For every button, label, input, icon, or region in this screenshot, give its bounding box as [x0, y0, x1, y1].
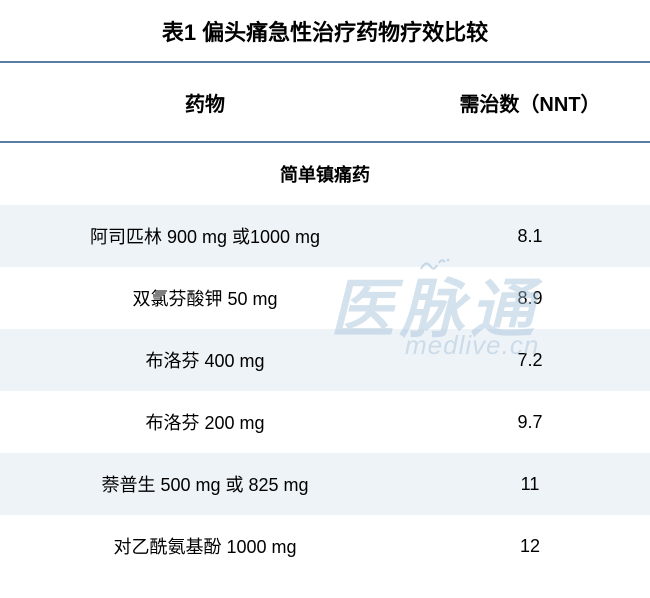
- column-header-drug: 药物: [0, 88, 410, 117]
- table-row: 布洛芬 400 mg 7.2: [0, 329, 650, 391]
- table-header-row: 药物 需治数（NNT）: [0, 63, 650, 141]
- table-title: 表1 偏头痛急性治疗药物疗效比较: [0, 0, 650, 61]
- cell-nnt: 8.9: [410, 288, 650, 309]
- table-row: 布洛芬 200 mg 9.7: [0, 391, 650, 453]
- nnt-table: 表1 偏头痛急性治疗药物疗效比较 药物 需治数（NNT） 简单镇痛药 阿司匹林 …: [0, 0, 650, 577]
- cell-nnt: 8.1: [410, 226, 650, 247]
- cell-nnt: 7.2: [410, 350, 650, 371]
- table-row: 阿司匹林 900 mg 或1000 mg 8.1: [0, 205, 650, 267]
- section-heading: 简单镇痛药: [0, 143, 650, 205]
- table-row: 双氯芬酸钾 50 mg 8.9: [0, 267, 650, 329]
- cell-drug: 布洛芬 200 mg: [0, 409, 410, 435]
- cell-drug: 双氯芬酸钾 50 mg: [0, 285, 410, 311]
- cell-nnt: 9.7: [410, 412, 650, 433]
- cell-drug: 萘普生 500 mg 或 825 mg: [0, 471, 410, 497]
- cell-drug: 对乙酰氨基酚 1000 mg: [0, 533, 410, 559]
- cell-nnt: 12: [410, 536, 650, 557]
- cell-nnt: 11: [410, 474, 650, 495]
- table-row: 对乙酰氨基酚 1000 mg 12: [0, 515, 650, 577]
- column-header-nnt: 需治数（NNT）: [410, 88, 650, 117]
- cell-drug: 布洛芬 400 mg: [0, 347, 410, 373]
- table-row: 萘普生 500 mg 或 825 mg 11: [0, 453, 650, 515]
- cell-drug: 阿司匹林 900 mg 或1000 mg: [0, 223, 410, 249]
